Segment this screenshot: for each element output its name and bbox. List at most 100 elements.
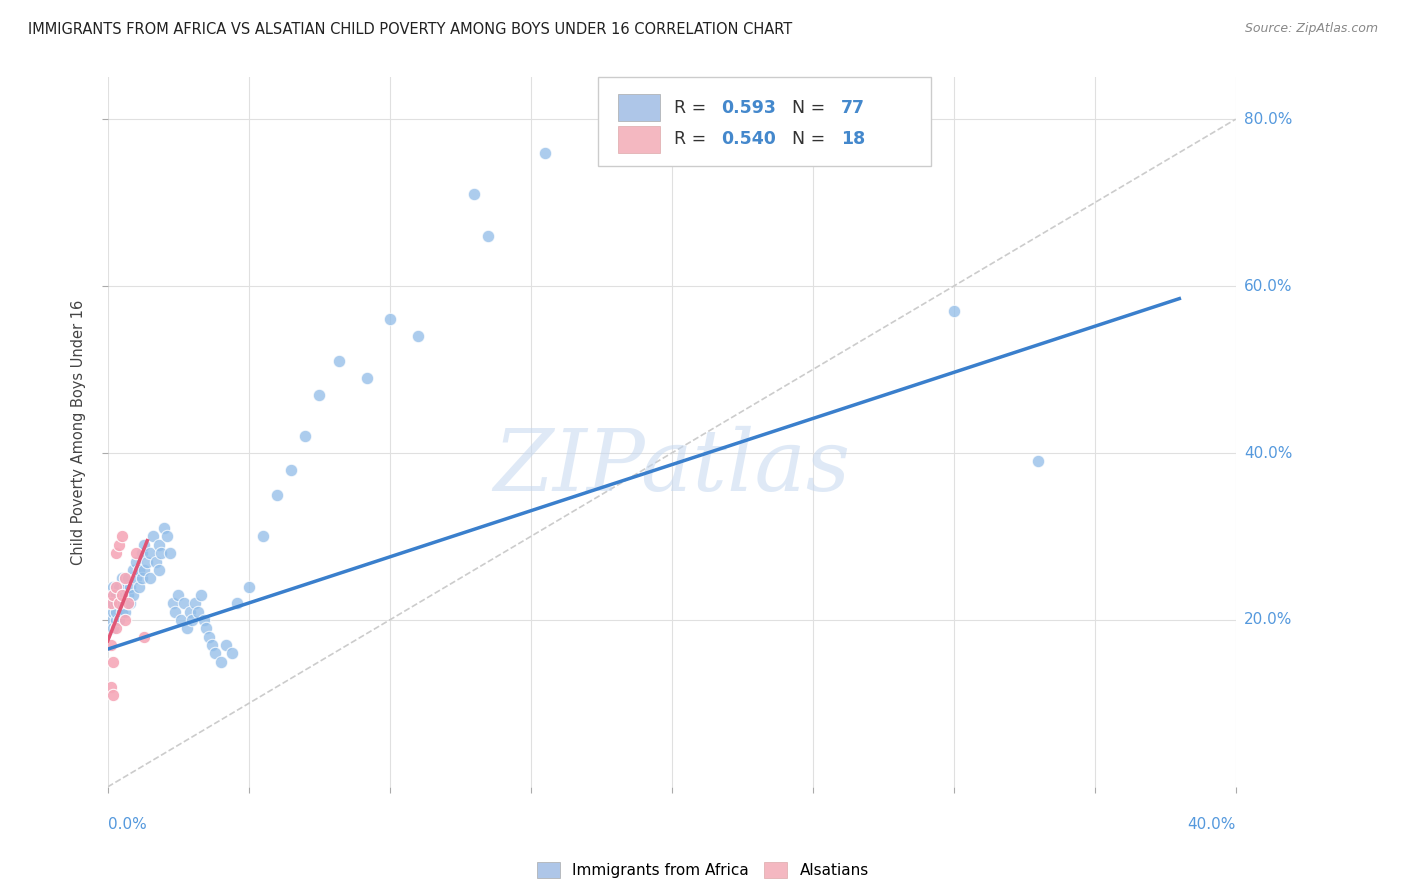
- Point: [139, 571, 162, 585]
- Legend: Immigrants from Africa, Alsatians: Immigrants from Africa, Alsatians: [531, 856, 875, 884]
- Point: [108, 613, 131, 627]
- Point: [128, 580, 150, 594]
- Point: [105, 546, 128, 560]
- FancyBboxPatch shape: [617, 95, 661, 121]
- Point: [103, 605, 125, 619]
- Point: [209, 655, 232, 669]
- Point: [131, 571, 153, 585]
- Point: [238, 580, 260, 594]
- Text: 0.0%: 0.0%: [108, 817, 146, 832]
- Point: [215, 638, 238, 652]
- Text: 0.540: 0.540: [721, 130, 776, 148]
- FancyBboxPatch shape: [599, 78, 931, 166]
- Point: [221, 646, 243, 660]
- Point: [100, 613, 122, 627]
- Text: IMMIGRANTS FROM AFRICA VS ALSATIAN CHILD POVERTY AMONG BOYS UNDER 16 CORRELATION: IMMIGRANTS FROM AFRICA VS ALSATIAN CHILD…: [28, 22, 793, 37]
- Point: [105, 580, 128, 594]
- Point: [100, 588, 122, 602]
- Point: [108, 596, 131, 610]
- Point: [280, 463, 302, 477]
- Point: [108, 580, 131, 594]
- Text: 20.0%: 20.0%: [1244, 613, 1292, 627]
- Point: [114, 596, 136, 610]
- Point: [125, 571, 148, 585]
- Point: [100, 596, 122, 610]
- Point: [114, 605, 136, 619]
- Point: [131, 546, 153, 560]
- Point: [108, 596, 131, 610]
- Point: [266, 488, 288, 502]
- Point: [328, 354, 350, 368]
- Point: [378, 312, 401, 326]
- Point: [195, 621, 218, 635]
- FancyBboxPatch shape: [617, 126, 661, 153]
- Text: N =: N =: [793, 130, 831, 148]
- Y-axis label: Child Poverty Among Boys Under 16: Child Poverty Among Boys Under 16: [72, 300, 86, 565]
- Point: [226, 596, 249, 610]
- Point: [103, 655, 125, 669]
- Point: [198, 630, 221, 644]
- Text: N =: N =: [793, 99, 831, 117]
- Text: ZIPatlas: ZIPatlas: [494, 426, 851, 509]
- Point: [122, 563, 145, 577]
- Point: [201, 638, 224, 652]
- Text: 80.0%: 80.0%: [1244, 112, 1292, 127]
- Text: 0.593: 0.593: [721, 99, 776, 117]
- Point: [136, 554, 159, 568]
- Point: [100, 638, 122, 652]
- Point: [128, 563, 150, 577]
- Point: [204, 646, 226, 660]
- Point: [120, 596, 142, 610]
- Text: Source: ZipAtlas.com: Source: ZipAtlas.com: [1244, 22, 1378, 36]
- Text: R =: R =: [673, 130, 711, 148]
- Point: [114, 571, 136, 585]
- Point: [134, 538, 156, 552]
- Text: 60.0%: 60.0%: [1244, 278, 1292, 293]
- Point: [145, 554, 167, 568]
- Point: [103, 621, 125, 635]
- Point: [120, 580, 142, 594]
- Point: [170, 613, 193, 627]
- Point: [162, 596, 184, 610]
- Point: [125, 546, 148, 560]
- Point: [103, 688, 125, 702]
- Point: [139, 546, 162, 560]
- Text: R =: R =: [673, 99, 711, 117]
- Point: [150, 546, 173, 560]
- Point: [117, 596, 139, 610]
- Point: [167, 588, 190, 602]
- Point: [184, 596, 207, 610]
- Point: [111, 529, 134, 543]
- Text: 77: 77: [841, 99, 865, 117]
- Text: 18: 18: [841, 130, 865, 148]
- Point: [463, 187, 485, 202]
- Point: [534, 145, 557, 160]
- Point: [114, 613, 136, 627]
- Point: [134, 563, 156, 577]
- Point: [190, 588, 212, 602]
- Point: [156, 529, 179, 543]
- Point: [942, 304, 965, 318]
- Point: [308, 387, 330, 401]
- Point: [134, 630, 156, 644]
- Point: [148, 563, 170, 577]
- Point: [187, 605, 209, 619]
- Point: [477, 229, 499, 244]
- Point: [103, 580, 125, 594]
- Point: [117, 596, 139, 610]
- Text: 40.0%: 40.0%: [1244, 445, 1292, 460]
- Point: [108, 538, 131, 552]
- Point: [153, 521, 176, 535]
- Point: [125, 554, 148, 568]
- Point: [105, 596, 128, 610]
- Point: [105, 621, 128, 635]
- Point: [165, 605, 187, 619]
- Point: [105, 605, 128, 619]
- Point: [173, 596, 195, 610]
- Point: [100, 680, 122, 694]
- Point: [117, 571, 139, 585]
- Point: [252, 529, 274, 543]
- Point: [148, 538, 170, 552]
- Point: [176, 621, 198, 635]
- Point: [111, 588, 134, 602]
